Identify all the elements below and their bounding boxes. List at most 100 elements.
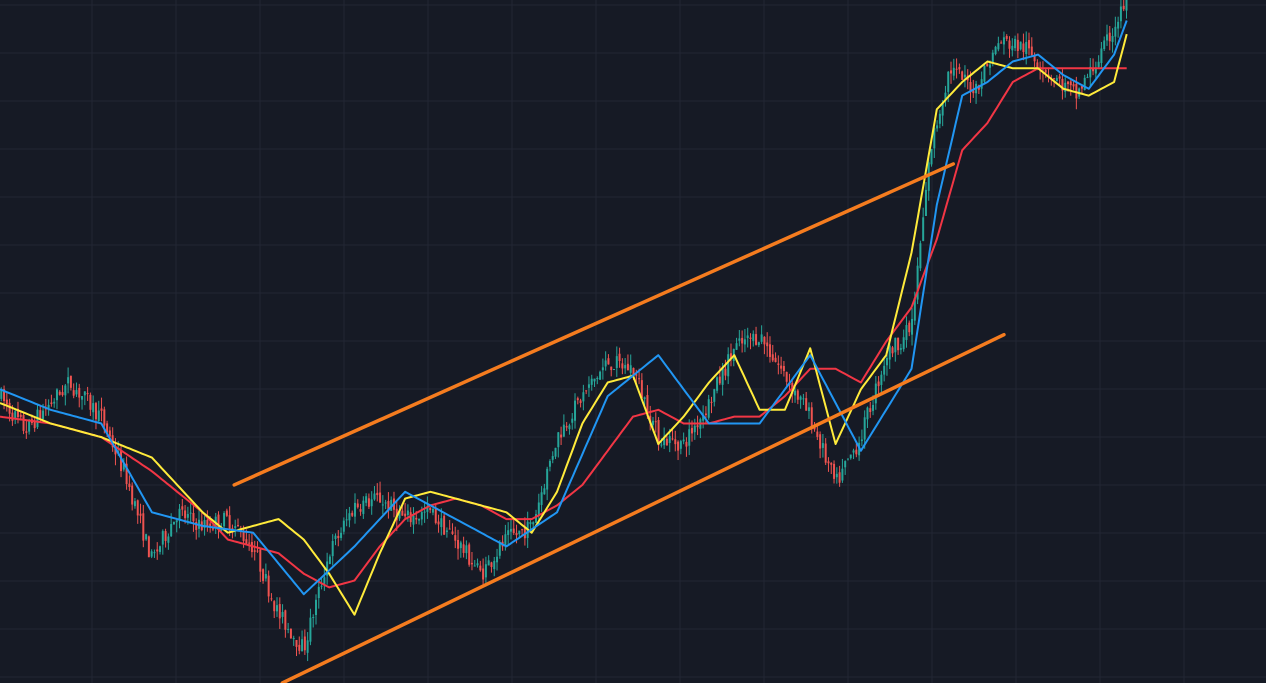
candle-down (192, 513, 195, 522)
candle-up (596, 377, 599, 379)
candle-down (181, 506, 184, 510)
candle-up (991, 52, 994, 64)
candle-down (284, 610, 287, 630)
candle-up (153, 552, 156, 554)
candle-down (961, 71, 964, 80)
candle-up (922, 217, 925, 241)
candle-up (1019, 41, 1022, 50)
candle-down (298, 644, 301, 651)
candle-down (1005, 35, 1008, 39)
candle-down (585, 390, 588, 392)
candle-up (203, 520, 206, 528)
candle-up (679, 441, 682, 449)
candle-down (437, 521, 440, 525)
candle-up (348, 513, 351, 521)
candle-up (599, 371, 602, 380)
candle-down (139, 513, 142, 516)
candle-up (496, 556, 499, 563)
candle-down (958, 67, 961, 70)
candle-up (821, 443, 824, 448)
candle-up (507, 530, 510, 535)
candle-up (276, 605, 279, 612)
candle-up (64, 385, 67, 396)
candle-up (384, 502, 387, 504)
candle-down (1122, 5, 1125, 10)
candle-up (373, 493, 376, 500)
candle-up (1089, 66, 1092, 78)
candle-up (309, 617, 312, 642)
candle-down (490, 562, 493, 568)
candle-up (484, 564, 487, 578)
candle-down (626, 363, 629, 371)
channel-line-upper[interactable] (232, 162, 956, 487)
candle-down (242, 532, 245, 541)
candle-up (743, 339, 746, 345)
candle-up (947, 71, 950, 92)
candle-down (1075, 83, 1078, 99)
candle-up (980, 79, 983, 89)
candle-down (654, 421, 657, 423)
candle-down (337, 535, 340, 539)
candle-down (972, 90, 975, 94)
candle-down (50, 402, 53, 404)
candle-up (663, 436, 666, 446)
candle-up (1103, 40, 1106, 50)
candle-up (844, 461, 847, 468)
candle-down (796, 390, 799, 400)
candle-up (919, 243, 922, 269)
candle-down (147, 536, 150, 558)
candle-down (671, 438, 674, 440)
candle-down (448, 528, 451, 530)
candle-down (237, 525, 240, 527)
candle-down (245, 539, 248, 544)
candle-down (1108, 32, 1111, 42)
candle-down (1053, 78, 1056, 80)
candle-down (58, 391, 61, 395)
candle-up (593, 378, 596, 382)
candle-down (225, 510, 228, 516)
candle-down (805, 398, 808, 411)
candle-up (557, 432, 560, 448)
candle-up (465, 545, 468, 554)
candle-down (114, 448, 117, 455)
candle-down (1033, 56, 1036, 62)
candle-down (646, 395, 649, 417)
candle-up (390, 499, 393, 511)
candle-up (615, 356, 618, 368)
candle-up (716, 377, 719, 391)
candle-up (189, 512, 192, 514)
candle-up (1097, 61, 1100, 67)
candle-down (16, 408, 19, 418)
candle-down (25, 431, 28, 433)
channel-line-lower[interactable] (280, 332, 1006, 683)
candle-up (537, 502, 540, 515)
candle-down (576, 398, 579, 401)
candle-down (521, 529, 524, 531)
candle-down (891, 347, 894, 354)
candle-up (913, 297, 916, 321)
candle-down (640, 380, 643, 398)
candle-up (264, 573, 267, 579)
candle-up (735, 343, 738, 350)
candle-up (1055, 78, 1058, 82)
candle-up (688, 429, 691, 446)
candle-up (314, 599, 317, 616)
candle-up (476, 563, 479, 566)
candle-up (1117, 21, 1120, 29)
candle-down (289, 628, 292, 639)
candle-up (863, 417, 866, 440)
candle-down (635, 374, 638, 376)
candle-down (359, 509, 362, 512)
candle-up (1011, 45, 1014, 51)
candle-up (568, 425, 571, 430)
candle-up (846, 458, 849, 460)
candle-down (816, 431, 819, 437)
moving-average-slow (0, 20, 1128, 596)
candle-down (638, 378, 641, 380)
candle-up (312, 617, 315, 619)
candle-down (195, 521, 198, 530)
candle-up (342, 520, 345, 532)
candle-down (72, 390, 75, 396)
